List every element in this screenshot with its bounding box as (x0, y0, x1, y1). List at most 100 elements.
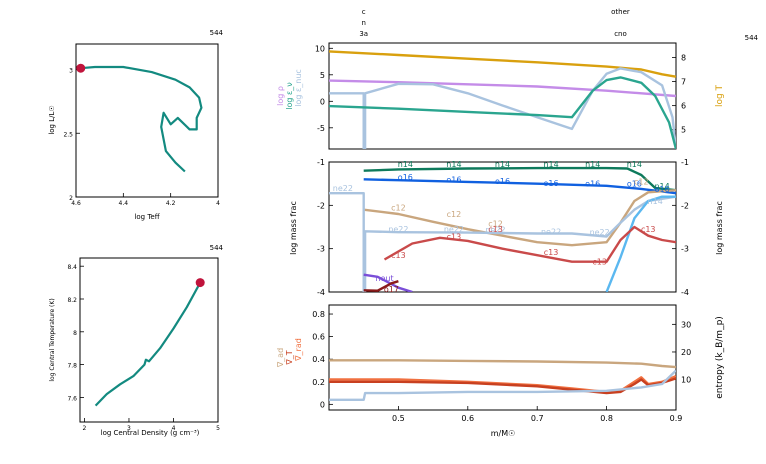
central-ylabel: log Central Temperature (K) (49, 298, 56, 381)
top-ytick-label: 0 (320, 97, 325, 106)
top-ytick-label: -5 (317, 124, 325, 133)
central-ytick-label: 8.2 (67, 297, 77, 304)
central-ytick-label: 7.6 (67, 395, 77, 402)
bottom-series-line-3 (329, 369, 676, 401)
middle-series-line-6 (363, 273, 413, 292)
bottom-ytick-label: 0.2 (312, 378, 325, 387)
central-xtick-label: 5 (216, 425, 220, 432)
middle-ytick-label: -3 (317, 245, 325, 254)
top-axis-label-left: log ε_ν (285, 82, 294, 110)
top-axis-label-left: log ε_nuc (294, 69, 303, 107)
bottom-ytick-label: 0.4 (312, 355, 325, 364)
central-ytick-label: 8 (73, 330, 77, 337)
central-current-model-marker (195, 278, 205, 288)
top-ytick-right-label: 6 (681, 102, 686, 111)
middle-species-label: c13 (391, 251, 406, 260)
top-series-line-1 (329, 79, 676, 98)
bottom-axis-label-left: ∇_ad (276, 348, 285, 368)
middle-species-label: c13 (544, 248, 559, 257)
middle-series-line-1 (363, 178, 676, 195)
middle-series-line-7 (363, 280, 399, 292)
middle-species-label: ne22 (388, 225, 408, 234)
middle-series-line-3 (329, 192, 676, 292)
middle-species-label: neut (375, 274, 393, 283)
top-ytick-label: 10 (315, 44, 325, 53)
bottom-axis-label-left: ∇_rad (294, 338, 303, 362)
bottom-axis-label-right: entropy (k_B/m_p) (715, 316, 725, 399)
middle-species-label: n14 (543, 160, 558, 169)
central-ytick-label: 8.4 (67, 264, 77, 271)
hr-xtick-label: 4.2 (166, 200, 176, 207)
middle-species-label: c13 (488, 225, 503, 234)
middle-species-label: o16 (585, 180, 600, 189)
zone-label: c (362, 8, 366, 16)
hr-ytick-label: 2 (69, 195, 73, 202)
middle-species-label: n14 (627, 160, 642, 169)
middle-species-label: ne22 (541, 227, 561, 236)
middle-ytick-right-label: -3 (681, 245, 689, 254)
central-frame (79, 257, 219, 423)
bottom-xtick-label: 0.6 (461, 414, 474, 423)
hr-xtick-label: 4.4 (119, 200, 129, 207)
middle-ytick-label: -1 (317, 158, 325, 167)
middle-species-label: n14 (398, 160, 413, 169)
central-ytick-label: 7.8 (67, 363, 77, 370)
bottom-ytick-right-label: 20 (681, 348, 691, 357)
top-series-line-2 (329, 67, 676, 149)
hr-xtick-label: 4 (216, 200, 220, 207)
middle-series-line-4 (605, 195, 676, 292)
top-axis-label-left: log ρ (276, 86, 285, 106)
hr-ytick-label: 3 (69, 68, 73, 75)
middle-species-label: ne22 (590, 228, 610, 237)
central-xtick-label: 3 (127, 425, 131, 432)
hr-series-line-0 (80, 65, 203, 173)
middle-species-label: n14 (446, 160, 461, 169)
zone-label: other (611, 8, 630, 16)
profile-model-number: 544 (745, 34, 759, 42)
zone-label: 3a (359, 30, 368, 38)
middle-species-label: n14 (648, 197, 663, 206)
central-xlabel: log Central Density (g cm⁻³) (101, 429, 200, 437)
top-ytick-right-label: 5 (681, 126, 686, 135)
hr-xlabel: log Teff (134, 213, 159, 221)
middle-species-label: o16 (495, 177, 510, 186)
middle-species-label: o16 (398, 173, 413, 182)
middle-species-label: c12 (391, 204, 406, 213)
middle-series-line-5 (383, 225, 676, 263)
hr-diagram-panel: 544 4.6 4.4 4.2 4 2 2.5 3 log Teff log L/L☉ (48, 29, 224, 221)
middle-ytick-right-label: -4 (681, 288, 689, 297)
bottom-xtick-label: 0.5 (392, 414, 405, 423)
top-series-line-3 (329, 76, 676, 149)
hr-ytick-label: 2.5 (63, 131, 73, 138)
middle-species-label: o16 (627, 180, 642, 189)
bottom-ytick-label: 0.8 (312, 310, 325, 319)
middle-species-label: ne22 (444, 225, 464, 234)
middle-ytick-right-label: -2 (681, 201, 689, 210)
bottom-series-line-0 (329, 359, 676, 369)
zone-label: n (361, 19, 365, 27)
bottom-frame (328, 304, 677, 411)
middle-series-line-0 (363, 166, 676, 192)
middle-species-label: o17 (384, 285, 399, 294)
bottom-xtick-label: 0.7 (531, 414, 544, 423)
central-panel: 544 2 3 4 5 7.6 7.8 8 8.2 8.4 log Central Densit… (49, 244, 224, 437)
central-xtick-label: 4 (172, 425, 176, 432)
middle-species-label: o16 (446, 175, 461, 184)
middle-ylabel-right: log mass frac (715, 201, 724, 255)
middle-ytick-right-label: -1 (681, 158, 689, 167)
top-series-line-0 (329, 50, 676, 78)
hr-frame (75, 43, 219, 198)
middle-frame (328, 161, 677, 293)
middle-species-label: c12 (447, 210, 462, 219)
bottom-ytick-label: 0.6 (312, 333, 325, 342)
bottom-ytick-right-label: 10 (681, 376, 691, 385)
middle-series-line-2 (363, 189, 676, 247)
top-ytick-right-label: 7 (681, 78, 686, 87)
middle-ytick-label: -2 (317, 201, 325, 210)
bottom-xtick-label: 0.8 (600, 414, 613, 423)
hr-current-model-marker (76, 63, 86, 73)
middle-species-label: c13 (641, 225, 656, 234)
middle-species-label: n14 (585, 160, 600, 169)
middle-species-label: n14 (654, 182, 669, 191)
